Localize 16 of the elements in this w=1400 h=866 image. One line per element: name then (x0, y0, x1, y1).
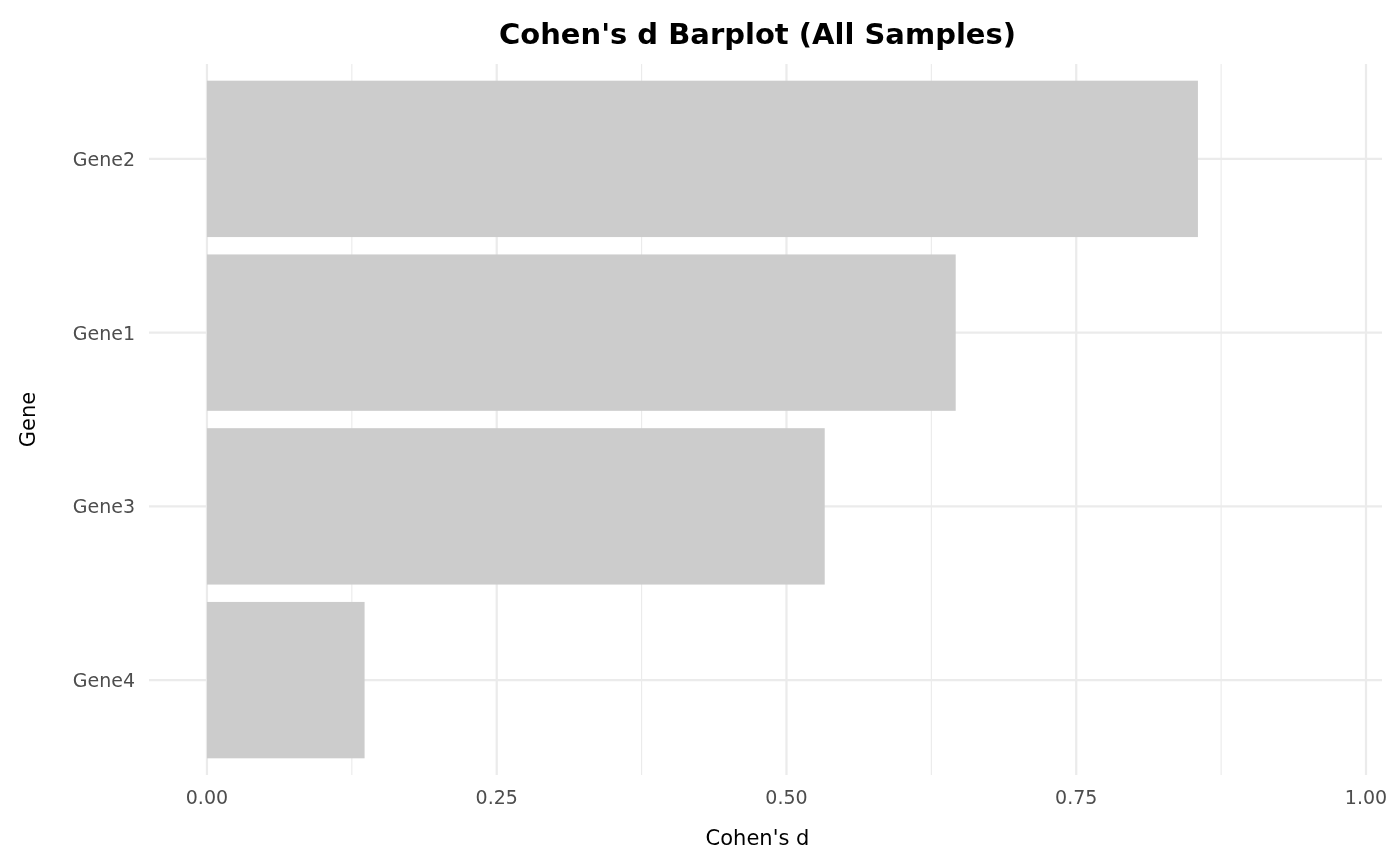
x-axis-title: Cohen's d (705, 826, 810, 850)
y-axis-title: Gene (16, 391, 40, 448)
y-tick-label: Gene2 (72, 147, 135, 170)
x-tick-label: 0.50 (765, 786, 808, 808)
bar (206, 428, 825, 585)
y-tick-label: Gene4 (72, 669, 135, 692)
bar (206, 601, 365, 759)
y-tick-label: Gene3 (72, 495, 135, 518)
bar (206, 254, 956, 411)
x-tick-label: 0.75 (1055, 786, 1098, 808)
y-tick-label: Gene1 (72, 321, 135, 344)
x-tick-label: 1.00 (1344, 786, 1388, 808)
x-tick-label: 0.00 (185, 786, 229, 808)
bar (206, 80, 1198, 238)
chart-title: Cohen's d Barplot (All Samples) (498, 17, 1017, 51)
x-tick-label: 0.25 (475, 786, 518, 808)
